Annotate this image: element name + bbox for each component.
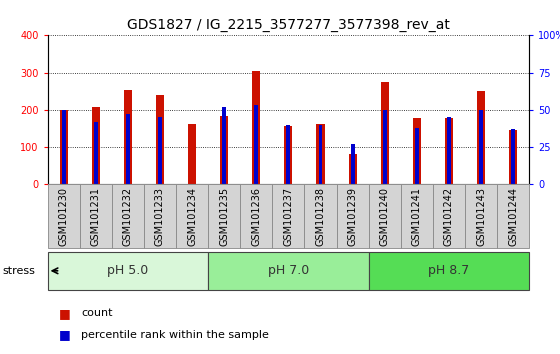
Bar [351,144,354,184]
Bar [158,117,162,184]
FancyBboxPatch shape [272,184,305,248]
Bar [319,125,323,184]
Bar [415,127,419,184]
FancyBboxPatch shape [465,184,497,248]
Bar [252,71,260,184]
Text: GSM101234: GSM101234 [187,187,197,246]
Bar [511,129,515,184]
Bar [62,110,66,184]
Bar [284,126,292,184]
Text: GSM101232: GSM101232 [123,187,133,246]
FancyBboxPatch shape [144,184,176,248]
Bar [447,117,451,184]
FancyBboxPatch shape [176,184,208,248]
Text: GSM101230: GSM101230 [59,187,69,246]
Bar [220,116,228,184]
Bar [222,107,226,184]
FancyBboxPatch shape [80,184,112,248]
Text: GSM101239: GSM101239 [348,187,358,246]
FancyBboxPatch shape [48,252,208,290]
Bar [383,110,386,184]
Bar [126,114,130,184]
FancyBboxPatch shape [240,184,272,248]
FancyBboxPatch shape [305,184,337,248]
FancyBboxPatch shape [208,184,240,248]
FancyBboxPatch shape [401,184,433,248]
Text: GSM101233: GSM101233 [155,187,165,246]
FancyBboxPatch shape [208,252,368,290]
Text: ■: ■ [59,328,71,341]
Bar [59,110,68,184]
Bar [124,90,132,184]
Text: pH 8.7: pH 8.7 [428,264,469,277]
Bar [413,118,421,184]
Text: GSM101238: GSM101238 [315,187,325,246]
Text: count: count [81,308,113,318]
Text: GSM101231: GSM101231 [91,187,101,246]
Title: GDS1827 / IG_2215_3577277_3577398_rev_at: GDS1827 / IG_2215_3577277_3577398_rev_at [127,18,450,32]
FancyBboxPatch shape [368,252,529,290]
Text: GSM101242: GSM101242 [444,187,454,246]
Text: GSM101243: GSM101243 [476,187,486,246]
FancyBboxPatch shape [497,184,529,248]
Text: GSM101240: GSM101240 [380,187,390,246]
FancyBboxPatch shape [48,184,80,248]
Text: pH 7.0: pH 7.0 [268,264,309,277]
Bar [254,105,258,184]
Text: stress: stress [3,266,36,276]
Text: GSM101241: GSM101241 [412,187,422,246]
Bar [381,82,389,184]
Bar [477,91,485,184]
Text: ■: ■ [59,307,71,320]
Text: GSM101244: GSM101244 [508,187,518,246]
Bar [509,130,517,184]
Bar [445,118,453,184]
FancyBboxPatch shape [433,184,465,248]
Text: percentile rank within the sample: percentile rank within the sample [81,330,269,339]
Bar [479,110,483,184]
Bar [156,95,164,184]
FancyBboxPatch shape [112,184,144,248]
Text: GSM101237: GSM101237 [283,187,293,246]
Bar [348,154,357,184]
FancyBboxPatch shape [368,184,401,248]
Bar [92,107,100,184]
Text: pH 5.0: pH 5.0 [108,264,148,277]
Text: GSM101235: GSM101235 [219,187,229,246]
Bar [287,125,290,184]
Bar [188,124,196,184]
Text: GSM101236: GSM101236 [251,187,262,246]
FancyBboxPatch shape [337,184,368,248]
Bar [94,122,97,184]
Bar [316,124,324,184]
